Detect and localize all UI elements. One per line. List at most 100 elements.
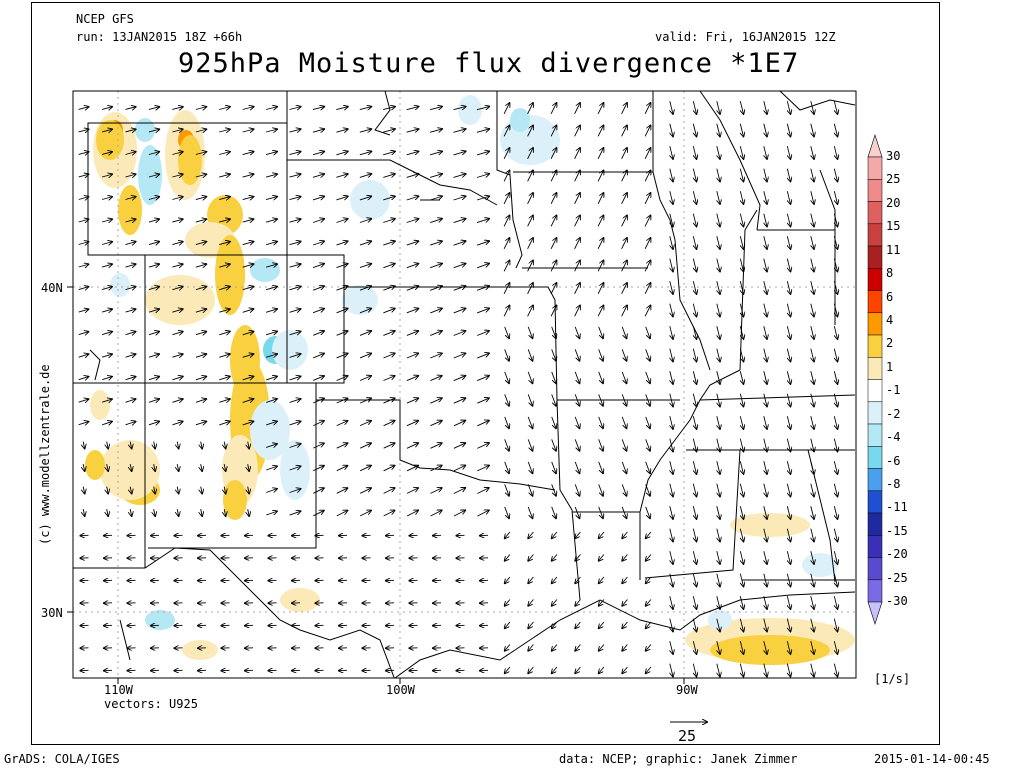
wind-arrow — [764, 169, 767, 183]
wind-arrow — [528, 622, 534, 629]
wind-arrow — [740, 169, 743, 183]
wind-arrow — [622, 507, 627, 519]
border-line — [700, 395, 855, 400]
wind-arrow — [645, 192, 651, 204]
wind-arrow — [551, 532, 557, 539]
border-line — [557, 400, 580, 600]
wind-arrow — [693, 124, 696, 138]
wind-arrow — [811, 236, 814, 250]
wind-arrow — [834, 101, 837, 115]
wind-arrow — [693, 596, 696, 610]
wind-arrow — [622, 192, 628, 204]
wind-arrow — [431, 443, 443, 449]
shading-blob — [110, 273, 130, 297]
colorbar-label: -25 — [886, 571, 908, 585]
wind-arrow — [337, 353, 349, 358]
wind-arrow — [336, 174, 348, 178]
wind-arrow — [811, 596, 814, 610]
lat-label-30n: 30N — [41, 606, 63, 620]
colorbar-label: 6 — [886, 290, 893, 304]
wind-arrow — [551, 260, 557, 272]
lon-label-110w: 110W — [104, 683, 133, 697]
colorbar-label: -6 — [886, 454, 900, 468]
wind-arrow — [693, 214, 696, 228]
wind-arrow — [811, 146, 814, 160]
wind-arrow — [126, 399, 137, 403]
wind-arrow — [717, 461, 720, 475]
wind-arrow — [504, 282, 510, 294]
wind-arrow — [477, 353, 490, 358]
colorbar-label: 20 — [886, 196, 900, 210]
wind-arrow — [360, 331, 372, 336]
wind-arrow — [645, 645, 651, 652]
colorbar-segment — [868, 513, 882, 535]
wind-arrow — [337, 510, 348, 516]
wind-arrow — [505, 484, 510, 496]
wind-arrow — [102, 197, 113, 200]
wind-arrow — [622, 282, 628, 294]
wind-arrow — [764, 236, 767, 250]
wind-arrow — [196, 376, 207, 380]
wind-arrow — [360, 465, 372, 471]
wind-arrow — [266, 466, 278, 470]
wind-arrow — [834, 484, 837, 498]
shading-blob — [96, 120, 124, 160]
wind-arrow — [477, 420, 489, 426]
wind-arrow — [528, 462, 533, 474]
wind-arrow — [645, 667, 651, 674]
wind-arrow — [504, 260, 510, 272]
wind-arrow — [740, 596, 743, 610]
wind-arrow — [599, 484, 604, 496]
wind-arrow — [552, 372, 557, 384]
wind-arrow — [477, 174, 490, 178]
wind-arrow — [477, 218, 490, 222]
wind-arrow — [102, 107, 113, 110]
wind-arrow — [670, 169, 673, 183]
colorbar-top-cap — [868, 135, 882, 157]
wind-arrow — [313, 510, 324, 516]
wind-arrow — [740, 124, 743, 138]
wind-arrow — [266, 129, 278, 132]
wind-arrow — [126, 241, 137, 244]
wind-arrow — [811, 214, 814, 228]
wind-arrow — [670, 326, 673, 340]
wind-arrow — [383, 331, 395, 336]
wind-arrow — [622, 170, 628, 182]
wind-arrow — [83, 442, 85, 450]
wind-arrow — [477, 331, 490, 336]
wind-arrow — [552, 462, 557, 474]
wind-arrow — [290, 129, 302, 132]
wind-arrow — [787, 596, 790, 610]
wind-arrow — [360, 129, 372, 132]
wind-arrow — [670, 664, 673, 678]
wind-arrow — [360, 353, 372, 358]
wind-arrow — [266, 489, 278, 493]
wind-arrow — [552, 394, 557, 406]
wind-arrow — [717, 191, 720, 205]
wind-arrow — [787, 349, 790, 363]
wind-arrow — [575, 170, 581, 182]
wind-arrow — [201, 464, 203, 472]
wind-arrow — [528, 645, 534, 652]
wind-arrow — [575, 372, 580, 384]
wind-arrow — [787, 484, 790, 498]
wind-arrow — [598, 192, 604, 204]
wind-arrow — [505, 507, 510, 519]
wind-arrow — [83, 487, 85, 495]
wind-arrow — [430, 174, 443, 178]
wind-arrow — [219, 376, 230, 380]
wind-arrow — [337, 286, 349, 290]
wind-arrow — [740, 416, 743, 430]
wind-arrow — [430, 375, 442, 380]
wind-arrow — [126, 421, 137, 425]
wind-arrow — [646, 439, 651, 451]
shading-blob — [342, 285, 378, 315]
wind-arrow — [477, 263, 490, 268]
wind-arrow — [172, 399, 183, 403]
wind-arrow — [811, 169, 814, 183]
wind-arrow — [740, 214, 743, 228]
wind-arrow — [454, 151, 467, 155]
wind-arrow — [834, 596, 837, 610]
wind-arrow — [575, 125, 581, 137]
wind-arrow — [407, 129, 420, 132]
